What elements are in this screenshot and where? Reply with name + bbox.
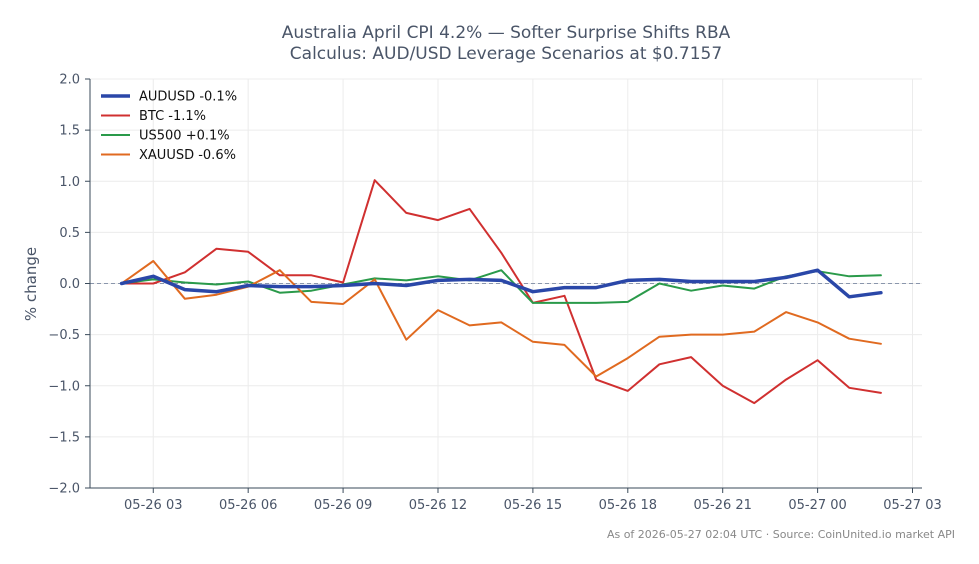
legend-label: US500 +0.1% [139, 129, 230, 144]
y-tick-label: −1.0 [48, 379, 80, 394]
x-tick-label: 05-27 00 [788, 498, 846, 513]
legend-label: AUDUSD -0.1% [139, 90, 237, 105]
legend[interactable]: AUDUSD -0.1% BTC -1.1% US500 +0.1% XAUUSD -… [101, 90, 237, 164]
x-tick-label: 05-26 15 [504, 498, 562, 513]
y-tick-label: 2.0 [59, 73, 80, 88]
y-tick-label: 0.5 [59, 226, 80, 241]
chart-title-line: Australia April CPI 4.2% — Softer Surpri… [282, 23, 731, 43]
x-tick-label: 05-26 03 [124, 498, 182, 513]
legend-label: BTC -1.1% [139, 109, 206, 124]
footer-source: As of 2026-05-27 02:04 UTC · Source: Coi… [607, 528, 955, 541]
series-line-audusd [119, 268, 883, 299]
chart-title-line: Calculus: AUD/USD Leverage Scenarios at … [290, 44, 722, 64]
series-line-us500 [120, 269, 882, 304]
y-axis-label: % change [22, 247, 40, 321]
x-tick-label: 05-26 21 [693, 498, 751, 513]
legend-label: XAUUSD -0.6% [139, 148, 236, 163]
x-tick-label: 05-26 06 [219, 498, 277, 513]
x-tick-label: 05-26 09 [314, 498, 372, 513]
legend-item-btc[interactable]: BTC -1.1% [101, 109, 206, 124]
y-tick-label: −0.5 [48, 328, 80, 343]
legend-item-us500[interactable]: US500 +0.1% [101, 129, 230, 144]
y-tick-label: 0.0 [59, 277, 80, 292]
y-tick-label: −1.5 [48, 430, 80, 445]
axes: 2.0 1.5 1.0 0.5 0.0 −0.5 −1.0 −1.5 −2.0 05-26 03 0… [48, 73, 941, 514]
series-line-btc [120, 179, 882, 405]
x-tick-label: 05-26 12 [409, 498, 467, 513]
x-tick-label: 05-27 03 [883, 498, 941, 513]
y-tick-label: −2.0 [48, 482, 80, 497]
y-tick-label: 1.5 [59, 124, 80, 139]
chart-title: Australia April CPI 4.2% — Softer Surpri… [282, 23, 731, 64]
series-lines [119, 179, 883, 405]
y-tick-label: 1.0 [59, 175, 80, 190]
legend-item-audusd[interactable]: AUDUSD -0.1% [101, 90, 237, 105]
legend-item-xauusd[interactable]: XAUUSD -0.6% [101, 148, 236, 163]
x-tick-label: 05-26 18 [599, 498, 657, 513]
